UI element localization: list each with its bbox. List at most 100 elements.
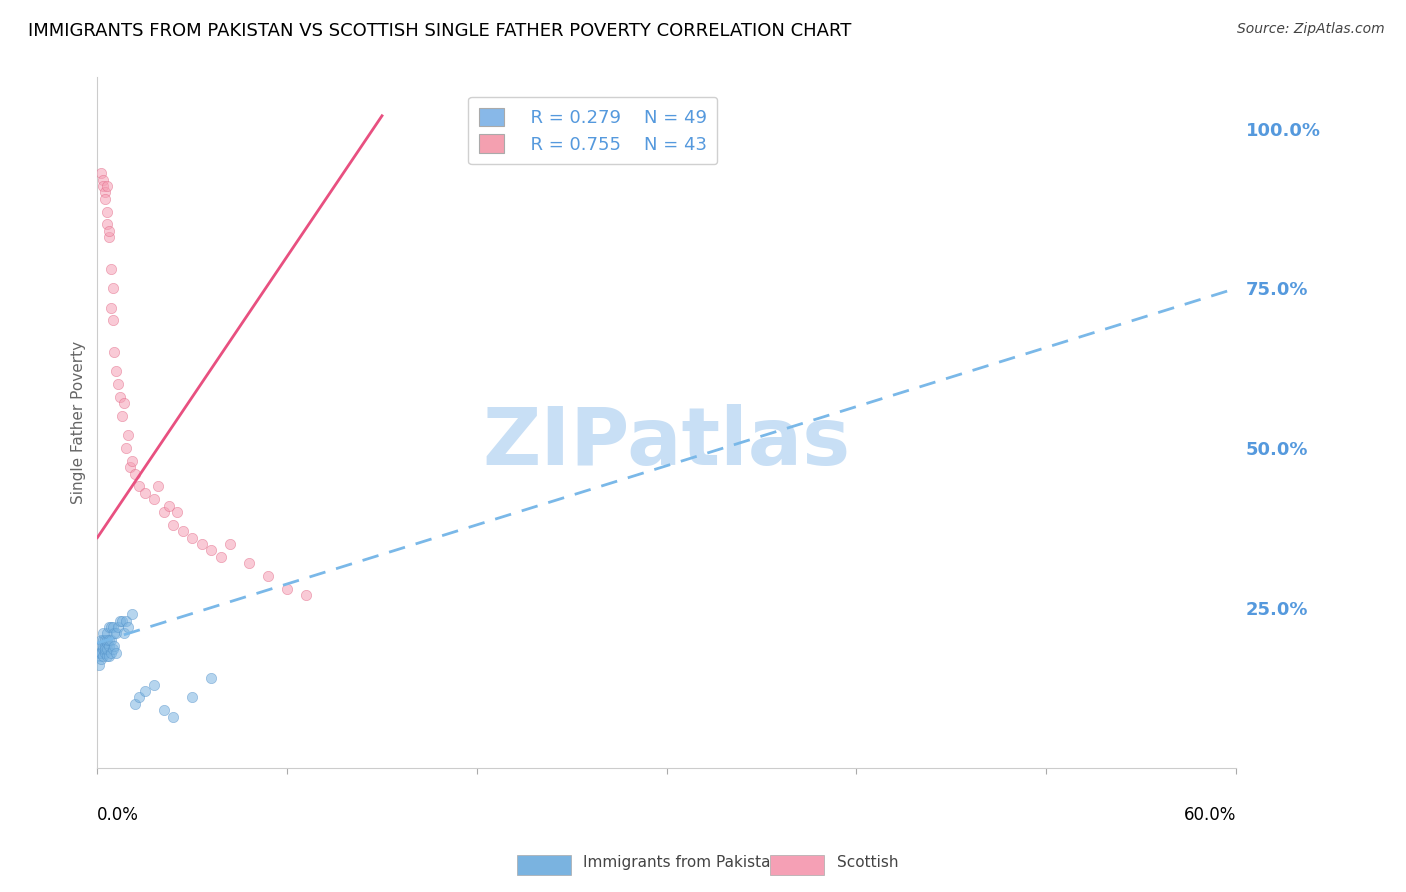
Point (103, 640, 125, 654)
Point (107, 377, 129, 392)
Point (89, 646, 111, 660)
Point (111, 614, 134, 628)
Text: ZIPatlas: ZIPatlas (482, 404, 851, 483)
Point (257, 569, 280, 583)
Point (96, 204, 118, 219)
Text: IMMIGRANTS FROM PAKISTAN VS SCOTTISH SINGLE FATHER POVERTY CORRELATION CHART: IMMIGRANTS FROM PAKISTAN VS SCOTTISH SIN… (28, 22, 852, 40)
Point (96, 626, 118, 640)
Point (162, 517, 184, 532)
Point (96, 636, 118, 650)
Point (114, 441, 136, 455)
Point (121, 607, 143, 622)
Point (89, 658, 111, 673)
Point (94, 640, 117, 654)
Point (91, 632, 114, 647)
Point (105, 364, 128, 378)
Point (97, 620, 120, 634)
Point (90, 166, 112, 180)
Text: 0.0%: 0.0% (97, 805, 139, 823)
Point (91, 648, 114, 663)
Point (100, 620, 122, 634)
Point (97, 632, 120, 647)
Point (190, 537, 212, 551)
Point (128, 479, 150, 493)
Point (96, 642, 118, 657)
Point (200, 671, 222, 685)
Text: Source: ZipAtlas.com: Source: ZipAtlas.com (1237, 22, 1385, 37)
Point (159, 499, 181, 513)
Point (94, 192, 117, 206)
Point (97, 230, 120, 244)
Point (101, 313, 124, 327)
Text: Scottish: Scottish (837, 855, 898, 870)
Point (105, 646, 128, 660)
Point (181, 690, 204, 705)
Point (108, 390, 131, 404)
Point (143, 492, 166, 507)
Point (94, 632, 117, 647)
Point (91, 640, 114, 654)
Point (181, 531, 204, 545)
Legend:   R = 0.279    N = 49,   R = 0.755    N = 43: R = 0.279 N = 49, R = 0.755 N = 43 (468, 97, 717, 164)
Point (96, 179, 118, 194)
Y-axis label: Single Father Poverty: Single Father Poverty (72, 341, 86, 504)
Point (94, 646, 117, 660)
Point (94, 642, 117, 657)
Point (97, 224, 120, 238)
Point (91, 642, 114, 657)
Text: 60.0%: 60.0% (1184, 805, 1236, 823)
Point (166, 505, 188, 519)
Point (295, 588, 318, 602)
Point (219, 537, 242, 551)
Point (238, 556, 260, 570)
Point (90, 646, 112, 660)
Point (105, 626, 128, 640)
Point (152, 703, 174, 717)
Point (200, 543, 222, 558)
Point (96, 218, 118, 232)
Point (276, 582, 298, 596)
Point (152, 505, 174, 519)
Point (112, 396, 135, 410)
Point (117, 620, 139, 634)
Point (90, 640, 112, 654)
Point (101, 281, 124, 295)
Point (100, 646, 122, 660)
Point (124, 467, 146, 481)
Point (112, 626, 135, 640)
Point (162, 709, 184, 723)
Point (91, 626, 114, 640)
Point (128, 690, 150, 705)
Point (134, 684, 156, 698)
Text: Immigrants from Pakistan: Immigrants from Pakistan (583, 855, 780, 870)
Point (111, 409, 134, 424)
Point (90, 632, 112, 647)
Point (91, 179, 114, 194)
Point (121, 454, 143, 468)
Point (107, 620, 129, 634)
Point (91, 172, 114, 186)
Point (103, 345, 125, 359)
Point (96, 648, 118, 663)
Point (100, 301, 122, 315)
Point (101, 642, 124, 657)
Point (89, 648, 111, 663)
Point (146, 479, 169, 493)
Point (96, 632, 118, 647)
Point (100, 262, 122, 277)
Point (114, 614, 136, 628)
Point (108, 614, 131, 628)
Point (97, 648, 120, 663)
Point (117, 428, 139, 442)
Point (124, 697, 146, 711)
Point (100, 632, 122, 647)
Point (209, 549, 232, 564)
Point (94, 186, 117, 200)
Point (143, 678, 166, 692)
Point (118, 460, 141, 475)
Point (172, 524, 194, 539)
Point (101, 620, 124, 634)
Point (103, 626, 125, 640)
Point (134, 486, 156, 500)
Point (90, 652, 112, 666)
